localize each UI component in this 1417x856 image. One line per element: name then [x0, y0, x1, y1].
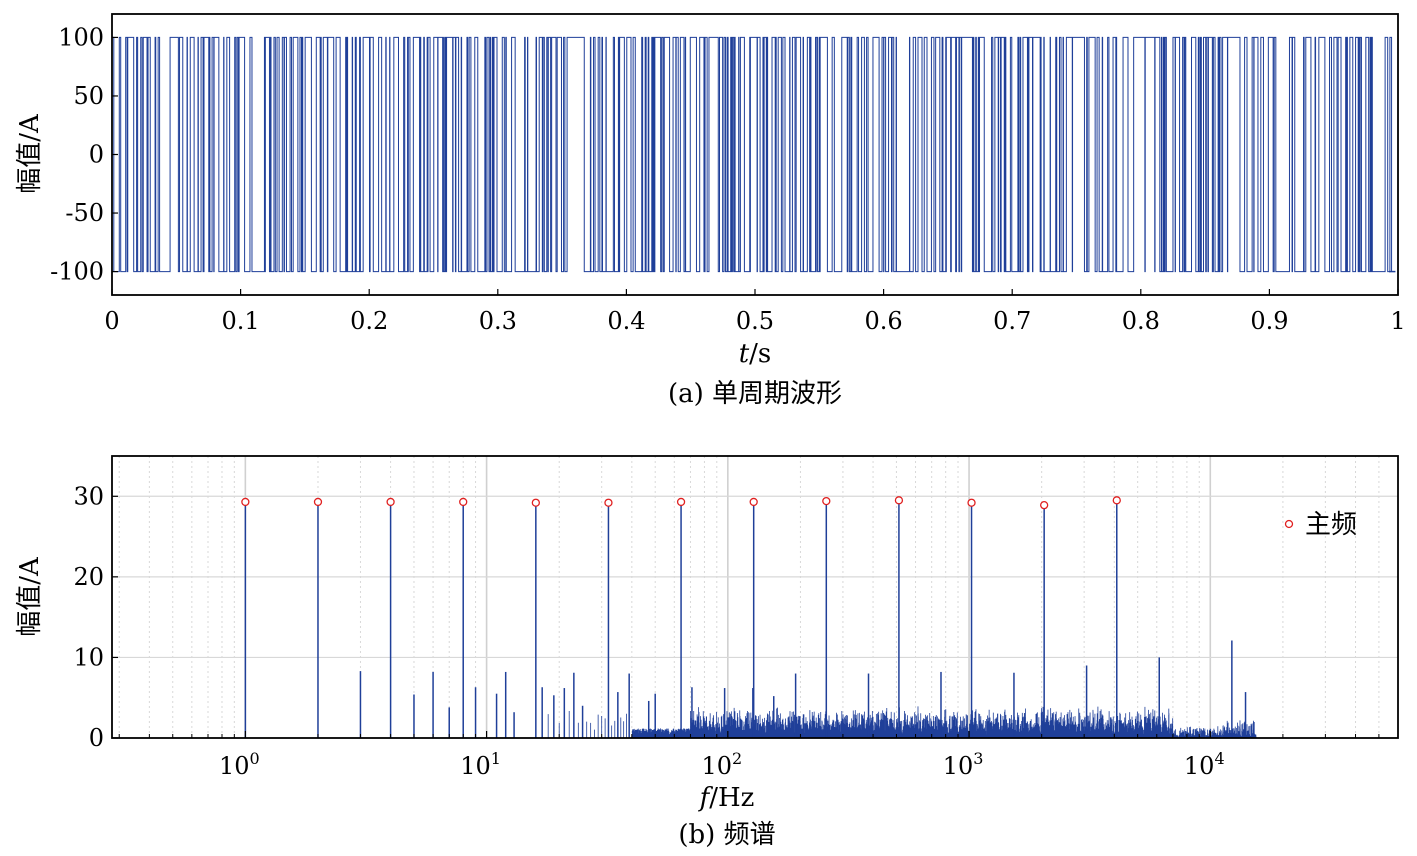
waveform-line — [112, 36, 1393, 273]
main-frequency-marker — [967, 498, 976, 507]
waveform-caption: (a) 单周期波形 — [668, 379, 842, 409]
waveform-x-axis-label: t/s — [739, 339, 772, 369]
main-frequency-marker — [894, 496, 904, 505]
waveform-x-axis-symbol: t — [739, 339, 750, 369]
spectrum-x-tick-label: 101 — [460, 749, 501, 780]
main-frequency-marker — [1040, 500, 1049, 510]
waveform-x-tick-label: 0.4 — [607, 307, 645, 335]
waveform-y-axis-label: 幅值/A — [15, 113, 45, 194]
main-frequency-marker — [386, 497, 395, 507]
main-frequency-marker — [604, 498, 613, 507]
waveform-x-tick-label: 0.9 — [1250, 307, 1288, 335]
waveform-y-tick-label: 50 — [73, 82, 104, 110]
waveform-y-tick-label: 0 — [89, 141, 104, 169]
waveform-x-axis-unit: /s — [749, 339, 771, 369]
waveform-x-tick-label: 0.1 — [222, 307, 260, 335]
spectrum-y-tick-label: 0 — [89, 724, 104, 752]
waveform-x-tick-label: 0.5 — [736, 307, 774, 335]
spectrum-x-tick-label: 102 — [701, 749, 742, 780]
legend: 主频 — [1284, 510, 1357, 540]
spectrum-main-lines — [241, 496, 1121, 738]
waveform-y-tick-label: -100 — [50, 258, 104, 286]
waveform-series — [112, 36, 1396, 273]
spectrum-x-axis-label: f/Hz — [698, 783, 755, 813]
spectrum-y-tick-label: 10 — [73, 643, 104, 671]
spectrum-y-axis-label: 幅值/A — [15, 556, 45, 637]
waveform-y-ticks: 100 50 0 -50 -100 — [50, 23, 118, 286]
main-frequency-marker — [676, 497, 686, 507]
spectrum-frame — [111, 455, 1399, 739]
spectrum-x-tick-label: 103 — [943, 749, 984, 780]
spectrum-x-axis-unit: /Hz — [709, 783, 754, 813]
waveform-x-tick-label: 1 — [1390, 307, 1405, 335]
waveform-x-tick-label: 0.7 — [993, 307, 1031, 335]
main-frequency-marker — [459, 497, 468, 507]
main-frequency-marker — [822, 496, 831, 506]
main-frequency-marker — [531, 498, 540, 507]
spectrum-y-tick-label: 30 — [73, 482, 104, 510]
main-frequency-marker — [749, 497, 758, 507]
waveform-x-ticks: 0 0.1 0.2 0.3 0.4 0.5 0.6 0.7 0.8 0.9 1 — [104, 289, 1406, 335]
spectrum-y-tick-label: 20 — [73, 563, 104, 591]
spectrum-x-tick-label: 104 — [1184, 749, 1225, 780]
waveform-x-tick-label: 0.8 — [1122, 307, 1160, 335]
waveform-y-tick-label: 100 — [58, 23, 104, 51]
spectrum-x-tick-label: 100 — [219, 749, 260, 780]
main-frequency-marker — [1112, 496, 1121, 505]
spectrum-x-ticks: 100 101 102 103 104 — [118, 731, 1399, 780]
legend-label: 主频 — [1305, 510, 1357, 540]
spectrum-y-ticks: 30 20 10 0 — [73, 482, 118, 752]
main-frequency-marker — [313, 497, 323, 507]
spectrum-secondary-lines — [359, 640, 1247, 738]
waveform-x-tick-label: 0 — [104, 307, 119, 335]
spectrum-caption: (b) 频谱 — [678, 820, 775, 850]
main-frequency-marker — [241, 497, 250, 507]
waveform-x-tick-label: 0.6 — [865, 307, 903, 335]
waveform-x-tick-label: 0.3 — [479, 307, 517, 335]
waveform-x-tick-label: 0.2 — [350, 307, 388, 335]
legend-marker-icon — [1284, 519, 1294, 529]
waveform-y-tick-label: -50 — [65, 199, 104, 227]
